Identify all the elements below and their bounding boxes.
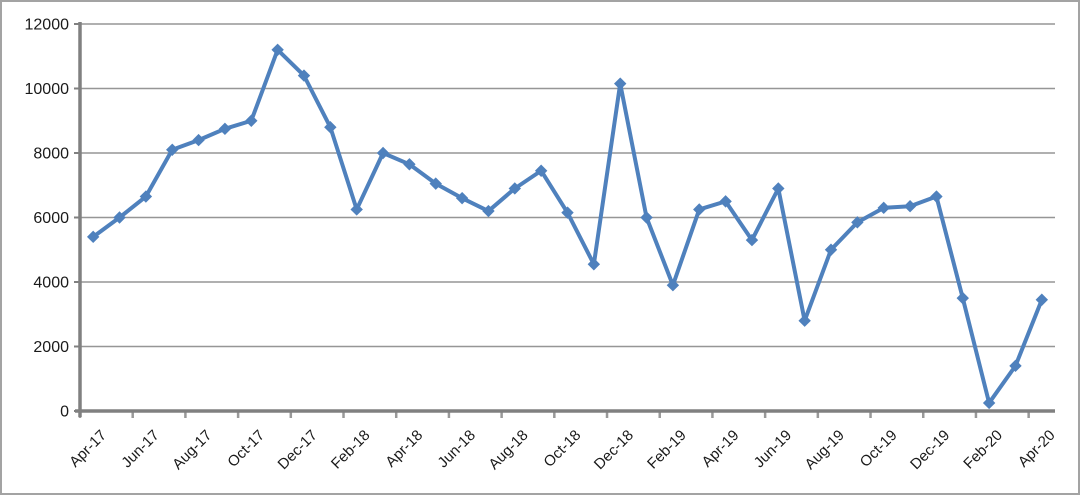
data-point-marker — [403, 158, 416, 171]
x-axis-label: Dec-19 — [907, 427, 953, 473]
y-axis-label: 6000 — [33, 210, 69, 227]
data-point-marker — [166, 143, 179, 156]
data-point-marker — [666, 279, 680, 292]
data-point-marker — [613, 77, 627, 90]
data-point-marker — [297, 69, 311, 82]
data-point-marker — [86, 230, 100, 244]
x-axis-label: Oct-19 — [857, 427, 901, 471]
data-point-marker — [429, 177, 442, 190]
data-point-marker — [798, 314, 811, 327]
y-axis-label: 12000 — [25, 17, 70, 34]
data-point-marker — [192, 133, 205, 147]
data-point-marker — [1035, 293, 1049, 306]
x-axis-label: Jun-18 — [434, 427, 478, 471]
data-point-marker — [376, 146, 390, 160]
data-point-marker — [982, 396, 996, 410]
data-point-marker — [745, 233, 759, 247]
y-axis-label: 8000 — [33, 146, 69, 163]
data-point-marker — [482, 204, 495, 218]
data-point-marker — [877, 201, 890, 215]
data-point-marker — [561, 206, 574, 219]
data-point-marker — [455, 191, 469, 205]
y-axis-label: 10000 — [25, 81, 70, 98]
data-point-marker — [719, 195, 732, 208]
x-axis-label: Apr-17 — [66, 427, 110, 471]
x-axis-label: Apr-19 — [699, 427, 743, 471]
data-point-marker — [508, 182, 522, 195]
data-point-marker — [824, 243, 838, 256]
data-point-marker — [350, 203, 363, 216]
data-point-marker — [245, 114, 258, 127]
data-point-marker — [772, 182, 785, 195]
x-axis-label: Feb-20 — [960, 427, 1006, 473]
data-point-marker — [851, 216, 864, 229]
x-axis-label: Oct-17 — [224, 427, 268, 471]
x-axis-label: Apr-20 — [1015, 427, 1059, 471]
x-axis-label: Feb-18 — [328, 427, 374, 473]
data-point-marker — [218, 122, 232, 136]
data-point-marker — [271, 43, 284, 57]
data-point-marker — [956, 291, 969, 305]
data-point-marker — [693, 203, 706, 216]
x-axis-label: Apr-18 — [382, 427, 426, 471]
data-point-marker — [139, 190, 153, 203]
data-point-marker — [930, 190, 943, 203]
data-point-marker — [903, 200, 917, 213]
y-axis-label: 0 — [60, 404, 69, 421]
data-point-marker — [324, 120, 337, 134]
x-axis-label: Aug-19 — [802, 427, 848, 473]
data-point-marker — [1009, 359, 1022, 373]
series-line — [91, 47, 1044, 405]
x-axis-label: Dec-18 — [591, 427, 637, 473]
data-point-marker — [113, 211, 126, 224]
y-axis-label: 4000 — [33, 275, 69, 292]
data-point-marker — [534, 164, 548, 177]
x-axis-label: Feb-19 — [644, 427, 690, 473]
x-axis-label: Jun-17 — [118, 427, 162, 471]
x-axis-label: Jun-19 — [751, 427, 795, 471]
data-point-marker — [587, 258, 601, 271]
x-axis-label: Oct-18 — [540, 427, 584, 471]
data-point-marker — [640, 211, 653, 224]
y-axis-label: 2000 — [33, 339, 69, 356]
x-axis-label: Dec-17 — [275, 427, 321, 473]
x-axis-label: Aug-18 — [485, 427, 531, 473]
x-axis-label: Aug-17 — [169, 427, 215, 473]
